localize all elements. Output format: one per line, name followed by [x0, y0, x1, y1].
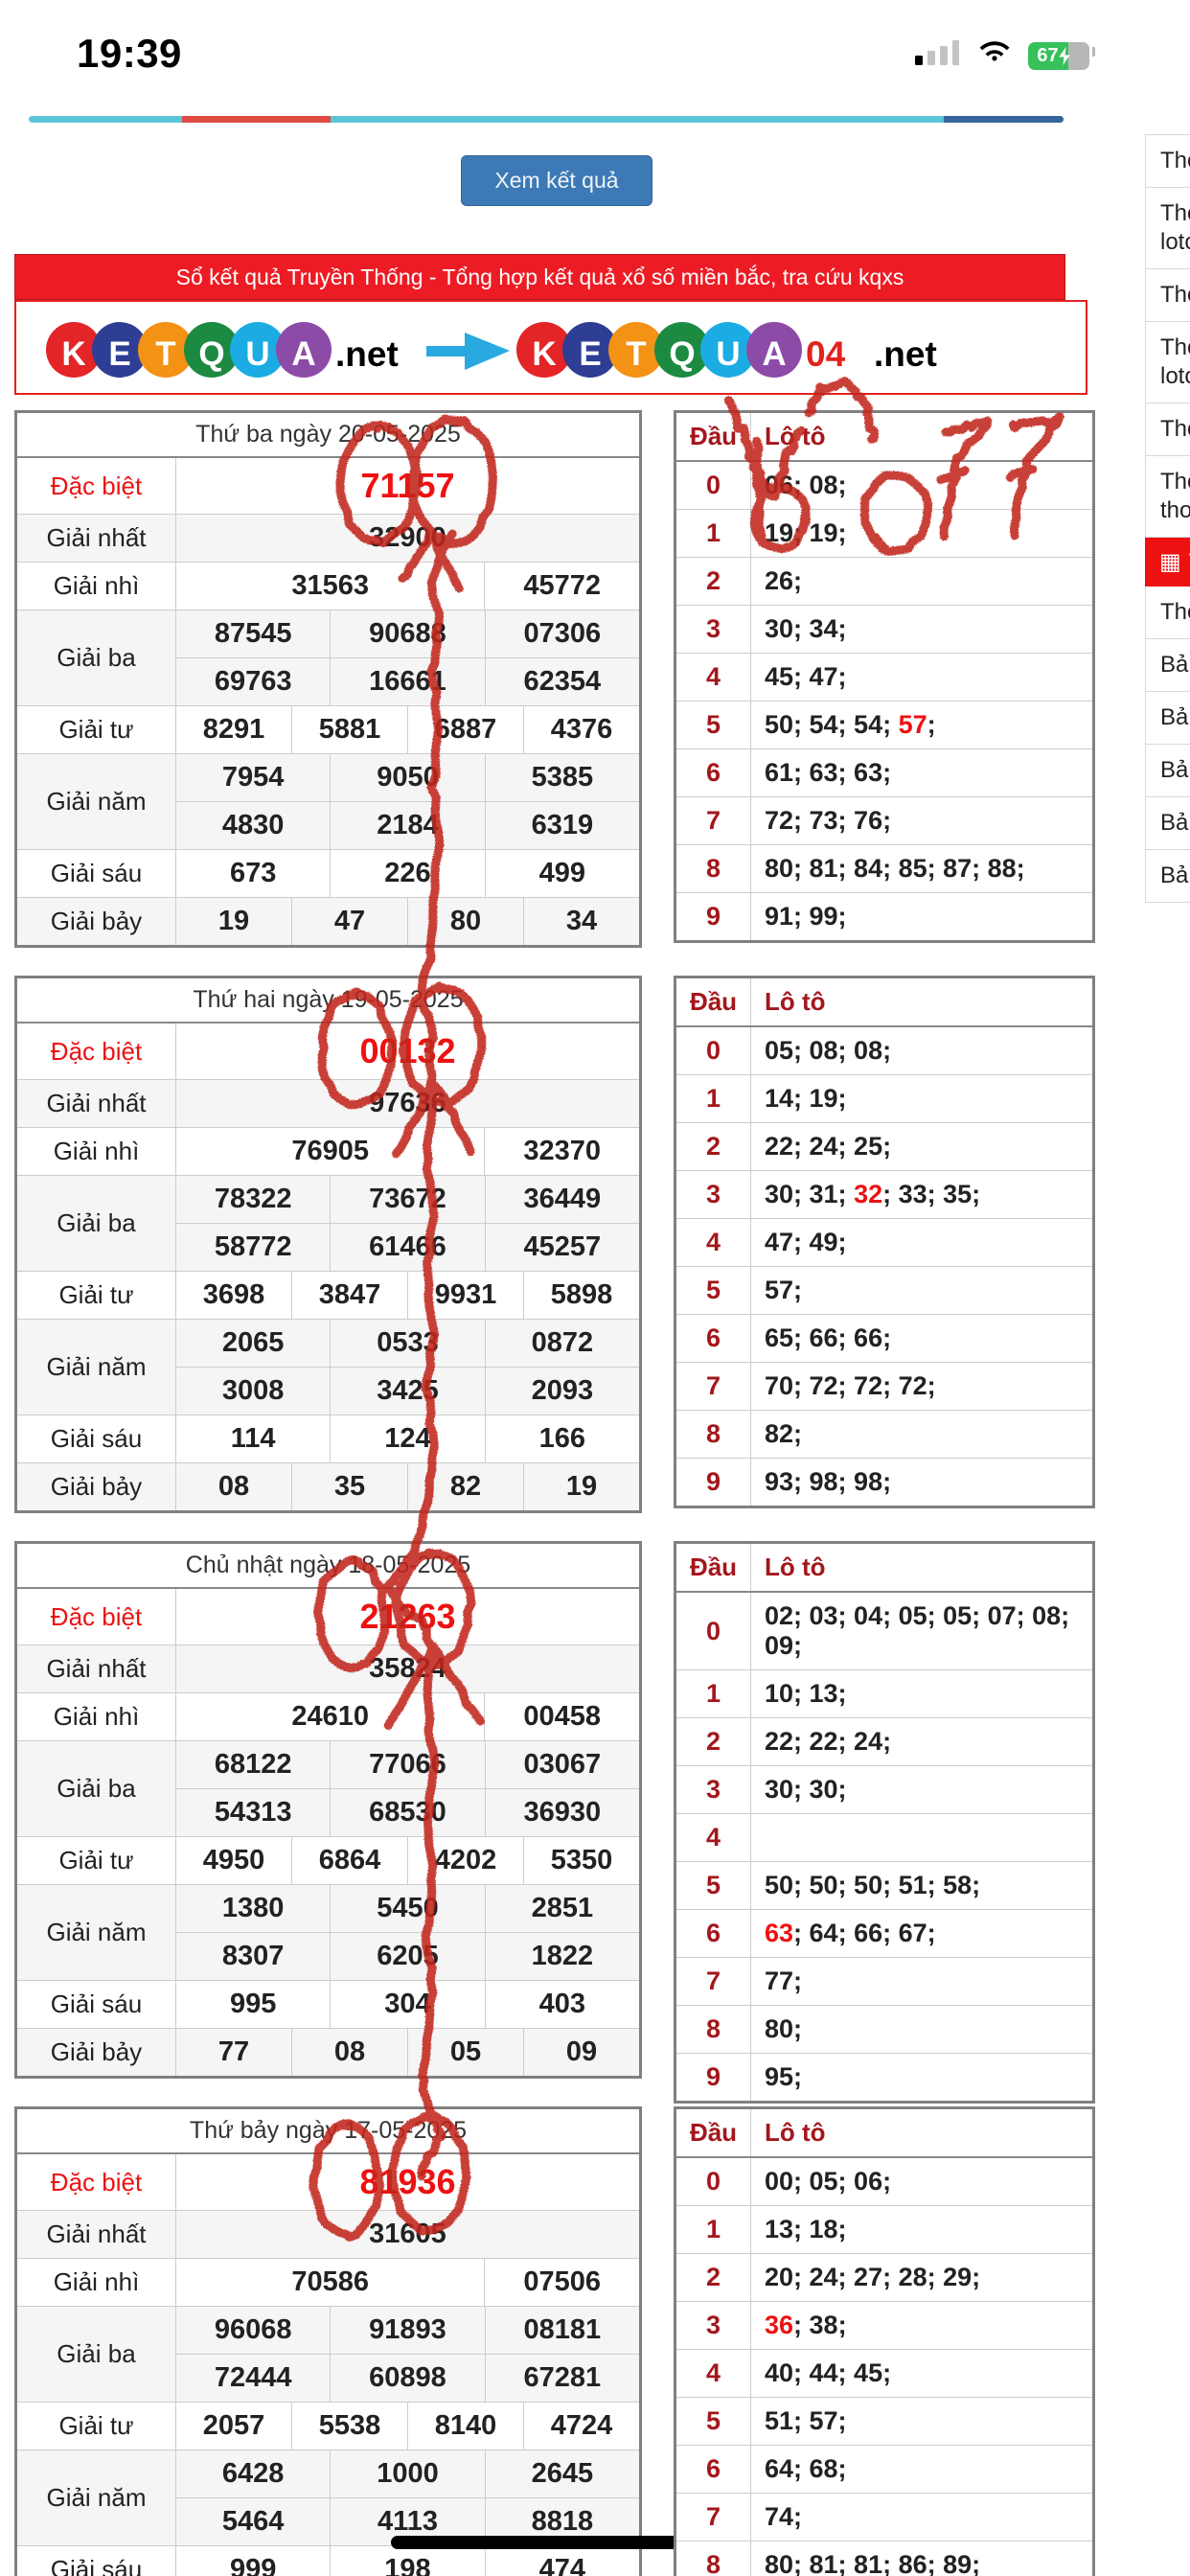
svg-text:T: T — [626, 335, 646, 373]
svg-text:Q: Q — [669, 335, 695, 373]
svg-text:U: U — [716, 335, 740, 373]
svg-text:.net: .net — [335, 334, 399, 374]
svg-text:U: U — [245, 335, 269, 373]
svg-text:K: K — [61, 335, 85, 373]
svg-text:E: E — [579, 335, 601, 373]
svg-text:E: E — [108, 335, 130, 373]
svg-text:T: T — [155, 335, 175, 373]
svg-text:.net: .net — [874, 334, 937, 374]
svg-text:A: A — [762, 335, 786, 373]
svg-text:04: 04 — [806, 334, 846, 374]
svg-text:A: A — [291, 335, 315, 373]
svg-text:K: K — [532, 335, 556, 373]
svg-text:Q: Q — [198, 335, 224, 373]
